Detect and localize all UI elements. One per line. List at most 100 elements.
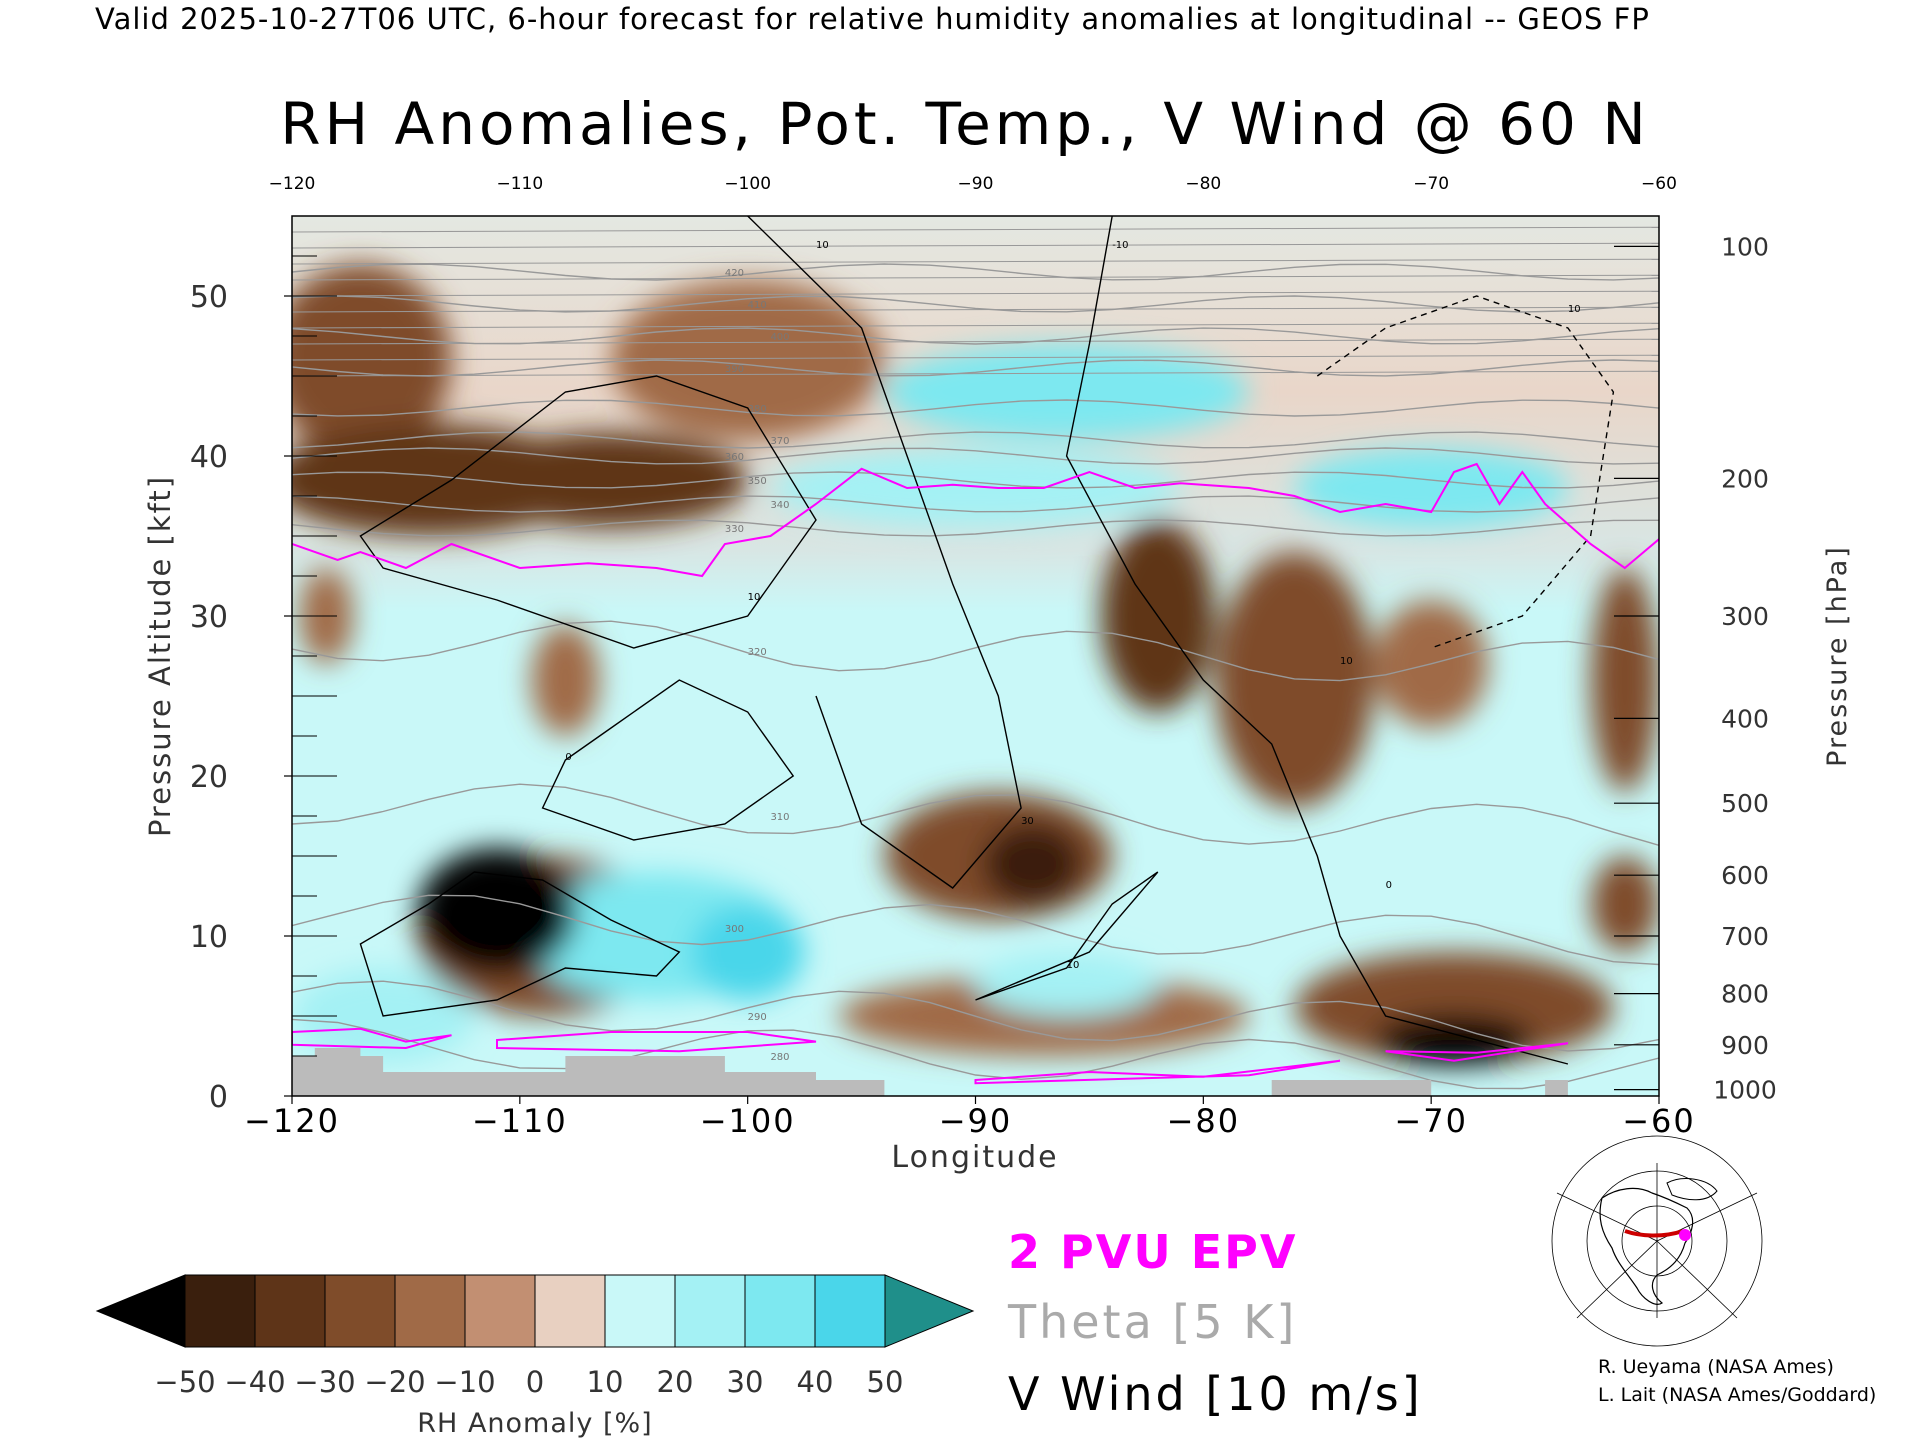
vwind-contour-label: 0 — [1386, 880, 1392, 891]
x-axis-tick-label: −110 — [472, 1102, 568, 1140]
y-axis-tick-label: 10 — [190, 920, 228, 955]
pressure-tick-label: 200 — [1721, 464, 1769, 493]
x-axis-tick-label: −120 — [244, 1102, 340, 1140]
y-axis-label: Pressure Altitude [kft] — [143, 475, 177, 837]
vwind-contour-line — [1316, 295, 1615, 649]
theta-contour-line — [292, 370, 1659, 377]
legend-epv: 2 PVU EPV — [1008, 1225, 1298, 1279]
top-x-axis-tick-label: −70 — [1413, 174, 1449, 194]
header-valid-time: Valid 2025-10-27T06 UTC, 6-hour forecast… — [95, 2, 1650, 36]
vwind-contours: 10 0 10 30 -10 10 10 0 10 — [359, 216, 1615, 1065]
colorbar-tick-label: 40 — [797, 1365, 834, 1399]
theta-contour-line — [292, 295, 1659, 313]
legend-theta: Theta [5 K] — [1008, 1295, 1298, 1349]
theta-contour-line — [292, 258, 1659, 265]
vwind-contour-label: 10 — [748, 592, 761, 603]
rh-anomaly-blob — [1214, 552, 1375, 808]
theta-contour-line — [292, 519, 1659, 537]
theta-contour-label: 280 — [770, 1052, 789, 1063]
legend-vwind: V Wind [10 m/s] — [1008, 1367, 1423, 1421]
chart-title: RH Anomalies, Pot. Temp., V Wind @ 60 N — [280, 90, 1650, 158]
pressure-tick-label: 900 — [1721, 1031, 1769, 1060]
epv-contour-line — [1385, 1042, 1569, 1062]
colorbar-tick-label: 0 — [526, 1365, 544, 1399]
pressure-tick-label: 500 — [1721, 789, 1769, 818]
colorbar-tick-label: −50 — [154, 1365, 215, 1399]
pressure-tick-label: 100 — [1721, 232, 1769, 261]
colorbar-cell — [814, 1274, 886, 1348]
y-axis-tick-label: 20 — [190, 760, 228, 795]
pressure-ticks: 1000 900 800 700 600 500 400 300 200 100 — [1614, 232, 1777, 1105]
top-x-axis-tick-label: −90 — [958, 174, 994, 194]
colorbar-cell — [604, 1274, 676, 1348]
rh-anomaly-blob — [474, 432, 748, 528]
theta-contour-label: 400 — [770, 332, 789, 343]
plot-area: 4204104003903803703603503403303203103002… — [292, 216, 1659, 1096]
rh-anomaly-blob — [610, 280, 885, 440]
colorbar-tick-label: 10 — [587, 1365, 624, 1399]
theta-contour-line — [292, 263, 1659, 281]
theta-contour-label: 300 — [725, 924, 744, 935]
x-axis-label: Longitude — [891, 1140, 1058, 1175]
theta-contour-line — [292, 431, 1659, 449]
colorbar-cell — [534, 1274, 606, 1348]
rh-anomaly-blob — [975, 952, 1158, 1016]
theta-contour-line — [292, 338, 1659, 345]
colorbar-cell — [394, 1274, 466, 1348]
rh-anomaly-blob — [1590, 856, 1659, 952]
x-axis-tick-label: −80 — [1167, 1102, 1241, 1140]
pressure-tick-label: 300 — [1721, 602, 1769, 631]
theta-contour-label: 360 — [725, 452, 744, 463]
colorbar-under-arrow — [95, 1274, 186, 1348]
theta-contour-line — [292, 359, 1659, 377]
rh-anomaly-blob — [884, 344, 1249, 440]
vwind-contour-label: 10 — [1568, 304, 1581, 315]
pressure-tick-label: 400 — [1721, 704, 1769, 733]
rh-anomaly-blob — [690, 904, 805, 1000]
theta-contour-line — [292, 354, 1659, 361]
colorbar-over-arrow — [884, 1274, 975, 1348]
theta-contour-line — [292, 471, 1659, 489]
vwind-contour-label: -10 — [1112, 240, 1128, 251]
colorbar-tick-label: −40 — [224, 1365, 285, 1399]
colorbar-cell — [324, 1274, 396, 1348]
theta-contour-line — [292, 620, 1659, 682]
top-x-axis-tick-label: −100 — [724, 174, 771, 194]
theta-contour-label: 320 — [748, 647, 767, 658]
theta-contour-line — [292, 242, 1659, 249]
pressure-tick-label: 700 — [1721, 922, 1769, 951]
rh-anomaly-blob — [1374, 1014, 1534, 1066]
vwind-contour-label: 0 — [565, 752, 571, 763]
theta-contour-line — [292, 226, 1659, 233]
pressure-tick-label: 600 — [1721, 861, 1769, 890]
colorbar-cell — [254, 1274, 326, 1348]
epv-contour-line — [496, 1031, 817, 1053]
x-axis-tick-label: −70 — [1394, 1102, 1468, 1140]
y-axis-tick-label: 0 — [209, 1080, 228, 1115]
terrain-mask — [292, 1048, 1659, 1096]
pressure-axis-label: Pressure [hPa] — [1822, 545, 1853, 767]
epv-contour — [292, 462, 1659, 1085]
x-axis-tick-label: −100 — [700, 1102, 796, 1140]
theta-contour-line — [292, 980, 1659, 1052]
locator-map-greenland — [1666, 1178, 1718, 1201]
axes: −120 −120 −110 −110 −100 −100 −90 −90 −80 −80 −70 −… — [143, 174, 1853, 1175]
colorbar-label: RH Anomaly [%] — [417, 1408, 652, 1439]
rh-anomaly-blob — [531, 624, 600, 736]
theta-contour-label: 330 — [725, 524, 744, 535]
rh-anomaly-blob — [1590, 568, 1659, 792]
colorbar-tick-label: −10 — [434, 1365, 495, 1399]
colorbar-tick-label: 50 — [867, 1365, 904, 1399]
top-x-axis-tick-label: −110 — [496, 174, 543, 194]
theta-contour-label: 310 — [770, 812, 789, 823]
rh-anomaly-blob — [417, 848, 577, 976]
colorbar-cell — [184, 1274, 256, 1348]
terrain-fill — [292, 1048, 1659, 1096]
vwind-contour-line — [1065, 216, 1569, 1065]
locator-map-coastline — [1599, 1187, 1694, 1305]
y-axis-tick-label: 50 — [190, 280, 228, 315]
top-x-axis-tick-label: −60 — [1641, 174, 1677, 194]
vwind-contour-label: 10 — [1067, 960, 1080, 971]
locator-map — [1551, 1135, 1763, 1347]
